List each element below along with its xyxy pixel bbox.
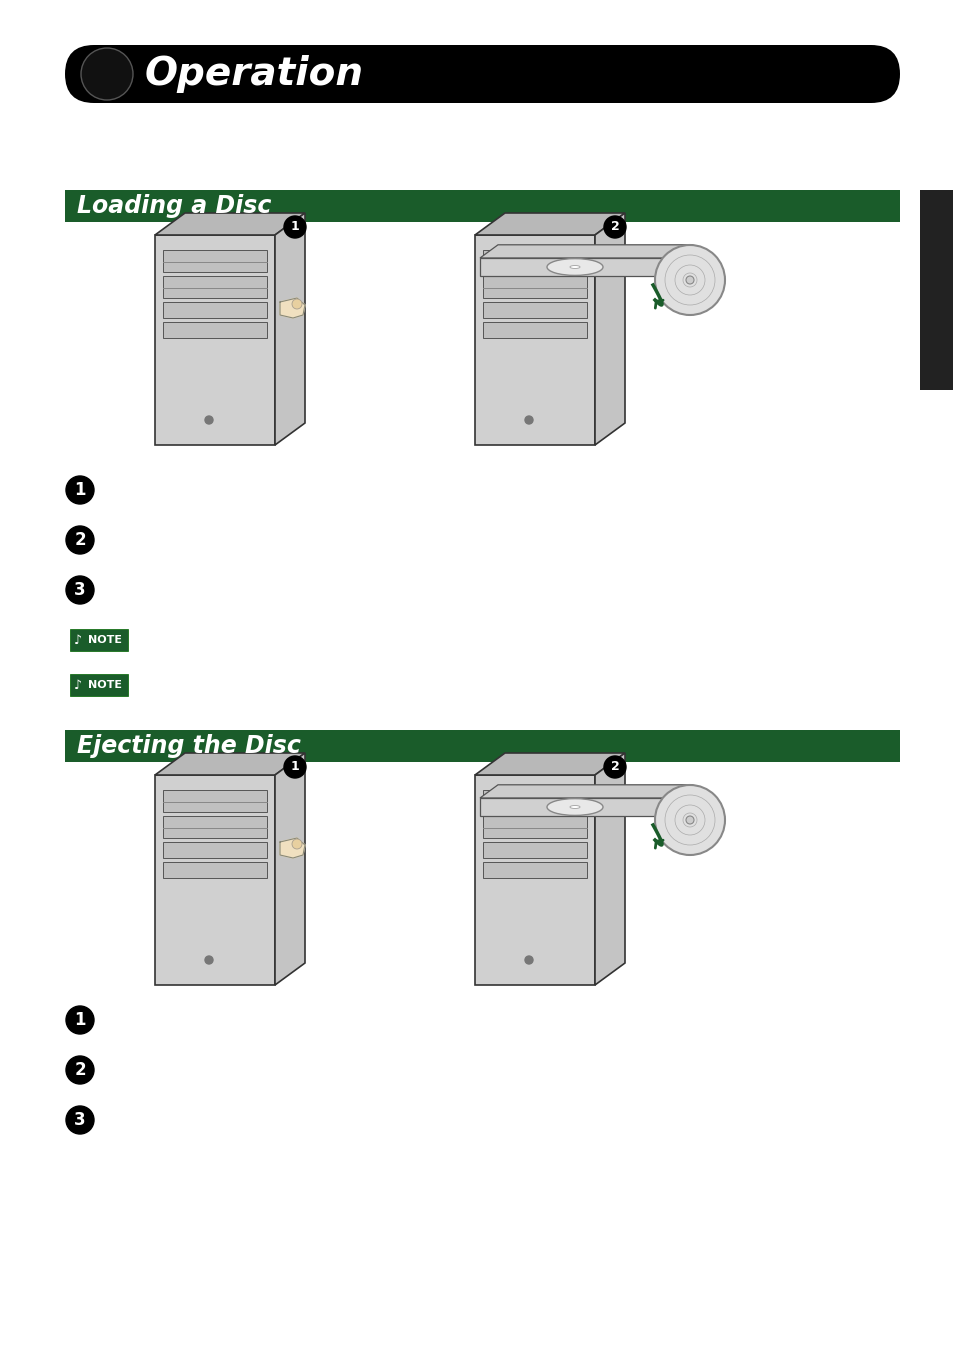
Circle shape bbox=[66, 1106, 94, 1134]
Circle shape bbox=[66, 526, 94, 554]
Polygon shape bbox=[154, 235, 274, 445]
Polygon shape bbox=[475, 775, 595, 986]
Polygon shape bbox=[163, 863, 267, 877]
Circle shape bbox=[85, 51, 129, 96]
FancyBboxPatch shape bbox=[919, 191, 953, 389]
Text: 1: 1 bbox=[74, 481, 86, 499]
Text: 2: 2 bbox=[610, 760, 618, 773]
Circle shape bbox=[97, 64, 117, 84]
Polygon shape bbox=[475, 753, 624, 775]
Circle shape bbox=[524, 956, 533, 964]
Polygon shape bbox=[154, 214, 305, 235]
Polygon shape bbox=[595, 214, 624, 445]
Polygon shape bbox=[482, 301, 586, 318]
Circle shape bbox=[101, 68, 112, 80]
Polygon shape bbox=[274, 753, 305, 986]
FancyBboxPatch shape bbox=[65, 45, 899, 103]
Polygon shape bbox=[70, 675, 128, 696]
Text: NOTE: NOTE bbox=[88, 635, 122, 645]
Circle shape bbox=[284, 216, 306, 238]
Text: 1: 1 bbox=[291, 220, 299, 234]
Polygon shape bbox=[482, 322, 586, 338]
Circle shape bbox=[603, 216, 625, 238]
Polygon shape bbox=[482, 842, 586, 859]
Polygon shape bbox=[482, 790, 586, 813]
Polygon shape bbox=[482, 250, 586, 272]
Polygon shape bbox=[163, 817, 267, 838]
Text: 3: 3 bbox=[74, 581, 86, 599]
Polygon shape bbox=[482, 817, 586, 838]
Polygon shape bbox=[595, 753, 624, 986]
Polygon shape bbox=[65, 730, 899, 763]
Ellipse shape bbox=[655, 245, 724, 315]
Polygon shape bbox=[70, 629, 128, 652]
Polygon shape bbox=[475, 214, 624, 235]
Circle shape bbox=[685, 817, 693, 823]
Text: 2: 2 bbox=[610, 220, 618, 234]
Polygon shape bbox=[479, 245, 692, 258]
Circle shape bbox=[81, 49, 132, 100]
Text: NOTE: NOTE bbox=[88, 680, 122, 690]
Circle shape bbox=[66, 576, 94, 604]
Text: Operation: Operation bbox=[145, 55, 364, 93]
Text: Ejecting the Disc: Ejecting the Disc bbox=[77, 734, 300, 758]
Polygon shape bbox=[163, 842, 267, 859]
Ellipse shape bbox=[569, 265, 579, 269]
Ellipse shape bbox=[569, 806, 579, 808]
Polygon shape bbox=[163, 276, 267, 297]
Polygon shape bbox=[154, 775, 274, 986]
Circle shape bbox=[685, 276, 693, 284]
Circle shape bbox=[92, 59, 121, 88]
Circle shape bbox=[524, 416, 533, 425]
Polygon shape bbox=[163, 322, 267, 338]
Polygon shape bbox=[482, 863, 586, 877]
Circle shape bbox=[284, 756, 306, 777]
Polygon shape bbox=[65, 191, 899, 222]
Circle shape bbox=[292, 840, 302, 849]
Polygon shape bbox=[163, 250, 267, 272]
Circle shape bbox=[103, 70, 111, 78]
Text: 1: 1 bbox=[74, 1011, 86, 1029]
Circle shape bbox=[292, 299, 302, 310]
Circle shape bbox=[603, 756, 625, 777]
Polygon shape bbox=[163, 301, 267, 318]
Polygon shape bbox=[280, 297, 305, 318]
Circle shape bbox=[205, 956, 213, 964]
Polygon shape bbox=[274, 214, 305, 445]
Polygon shape bbox=[479, 798, 675, 817]
Text: 3: 3 bbox=[74, 1111, 86, 1129]
Text: 1: 1 bbox=[291, 760, 299, 773]
Circle shape bbox=[66, 476, 94, 504]
Ellipse shape bbox=[546, 799, 602, 815]
Text: ♪: ♪ bbox=[74, 679, 82, 691]
Text: ♪: ♪ bbox=[74, 634, 82, 646]
Ellipse shape bbox=[655, 786, 724, 854]
Polygon shape bbox=[154, 753, 305, 775]
Circle shape bbox=[66, 1056, 94, 1084]
Polygon shape bbox=[479, 258, 675, 276]
Polygon shape bbox=[479, 784, 692, 798]
Polygon shape bbox=[163, 790, 267, 813]
Circle shape bbox=[89, 55, 125, 92]
Ellipse shape bbox=[546, 258, 602, 276]
Polygon shape bbox=[482, 276, 586, 297]
Circle shape bbox=[205, 416, 213, 425]
Polygon shape bbox=[280, 838, 305, 859]
Circle shape bbox=[66, 1006, 94, 1034]
Text: Loading a Disc: Loading a Disc bbox=[77, 193, 271, 218]
Text: 2: 2 bbox=[74, 1061, 86, 1079]
Polygon shape bbox=[475, 235, 595, 445]
Text: 2: 2 bbox=[74, 531, 86, 549]
